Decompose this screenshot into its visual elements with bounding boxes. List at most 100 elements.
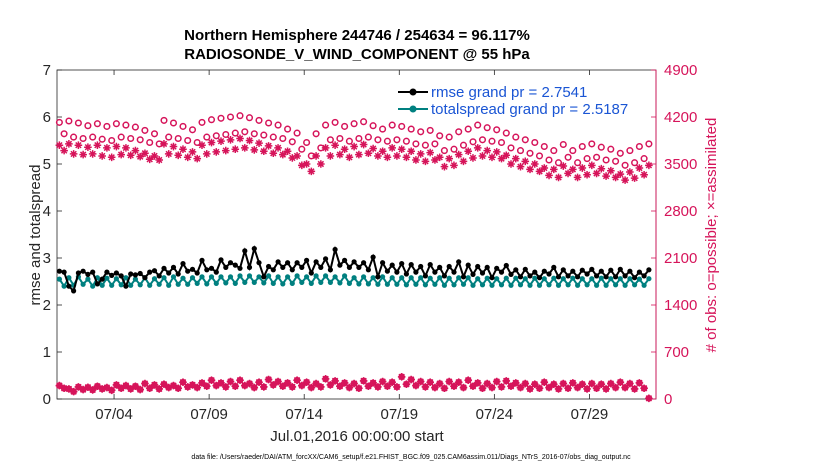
obs-asterisk: [549, 165, 558, 174]
obs-possible-marker: [127, 134, 135, 143]
obs-possible-marker: [312, 130, 320, 138]
obs-asterisk: [492, 148, 501, 156]
obs-asterisk: [592, 169, 601, 178]
x-tick-label: 07/04: [95, 406, 133, 423]
obs-possible-marker: [516, 147, 525, 155]
obs-possible-marker: [303, 138, 311, 147]
data-point: [441, 273, 447, 279]
obs-asterisk: [240, 381, 249, 390]
data-point: [575, 282, 581, 288]
data-point: [194, 280, 200, 286]
obs-asterisk: [478, 152, 487, 160]
obs-asterisk: [340, 379, 349, 387]
obs-possible-marker: [602, 156, 610, 164]
data-point: [465, 262, 471, 268]
obs-asterisk: [426, 148, 434, 157]
obs-possible-marker: [621, 161, 629, 169]
left-y-tick-label: 3: [43, 250, 51, 267]
obs-possible-marker: [269, 133, 277, 141]
data-point: [170, 264, 177, 270]
obs-possible-marker: [383, 137, 391, 145]
obs-asterisk: [298, 381, 306, 390]
data-point: [113, 276, 119, 282]
data-point: [475, 263, 481, 270]
obs-asterisk: [326, 381, 335, 389]
data-point: [351, 259, 357, 265]
obs-possible-marker: [65, 117, 73, 125]
data-point: [475, 276, 481, 282]
obs-asterisk: [407, 147, 415, 156]
data-point: [156, 273, 162, 279]
data-point: [513, 267, 519, 273]
obs-asterisk: [483, 146, 492, 155]
right-y-axis-label: # of obs: o=possible; ×=assimilated: [703, 118, 720, 353]
obs-asterisk: [245, 379, 254, 388]
obs-asterisk: [364, 149, 373, 158]
data-point: [465, 275, 471, 281]
obs-asterisk: [540, 378, 549, 387]
obs-asterisk: [488, 383, 496, 392]
left-y-tick-label: 4: [43, 203, 51, 220]
data-point: [641, 282, 647, 288]
obs-asterisk: [193, 154, 202, 163]
obs-asterisk: [383, 153, 392, 162]
data-point: [104, 269, 110, 275]
data-point: [166, 282, 172, 288]
obs-asterisk: [217, 379, 225, 387]
data-point: [213, 280, 219, 286]
obs-asterisk: [198, 379, 206, 387]
obs-asterisk: [93, 382, 102, 391]
obs-asterisk: [269, 149, 278, 158]
right-y-tick-label: 4900: [664, 62, 697, 79]
obs-possible-marker: [502, 129, 510, 137]
data-point: [460, 274, 467, 280]
data-point: [128, 282, 134, 288]
obs-asterisk: [440, 162, 449, 171]
obs-possible-marker: [474, 121, 482, 129]
obs-asterisk: [374, 152, 382, 160]
obs-possible-marker: [265, 119, 273, 127]
obs-possible-marker: [93, 120, 101, 128]
obs-possible-marker: [122, 121, 130, 129]
x-axis: 07/04 07/09 07/14 07/19 07/24 07/29: [95, 70, 608, 423]
obs-asterisk: [355, 384, 363, 393]
obs-asterisk: [383, 382, 392, 391]
obs-asterisk: [60, 384, 68, 393]
obs-asterisk: [469, 154, 477, 162]
data-point: [61, 269, 67, 275]
data-point: [413, 269, 419, 275]
data-point: [361, 274, 367, 280]
legend: rmse grand pr = 2.7541 totalspread grand…: [392, 80, 648, 120]
obs-asterisk: [502, 377, 511, 385]
obs-asterisk: [488, 153, 496, 162]
obs-asterisk: [588, 379, 596, 388]
obs-asterisk: [141, 379, 149, 388]
obs-asterisk: [207, 138, 216, 147]
obs-asterisk: [402, 380, 411, 389]
data-point: [380, 260, 386, 266]
right-y-tick-label: 0: [664, 391, 672, 408]
obs-asterisk: [630, 385, 639, 393]
obs-possible-marker: [550, 147, 558, 155]
data-point: [494, 276, 500, 282]
obs-asterisk: [155, 385, 164, 393]
data-point: [304, 257, 310, 263]
data-point: [446, 275, 452, 281]
data-point: [337, 280, 343, 286]
obs-possible-marker: [374, 136, 382, 144]
obs-asterisk: [621, 176, 629, 184]
obs-asterisk: [164, 150, 173, 158]
right-y-tick-label: 1400: [664, 297, 697, 314]
obs-possible-marker: [160, 116, 168, 124]
obs-asterisk: [597, 380, 606, 389]
obs-asterisk: [193, 383, 202, 392]
obs-asterisk: [549, 380, 558, 389]
data-point: [137, 282, 143, 288]
obs-asterisk: [179, 145, 187, 154]
obs-possible-marker: [136, 136, 144, 144]
obs-asterisk: [516, 162, 525, 171]
data-point: [517, 274, 524, 280]
obs-possible-marker: [326, 136, 334, 144]
data-point: [90, 283, 96, 289]
obs-asterisk: [131, 382, 140, 391]
